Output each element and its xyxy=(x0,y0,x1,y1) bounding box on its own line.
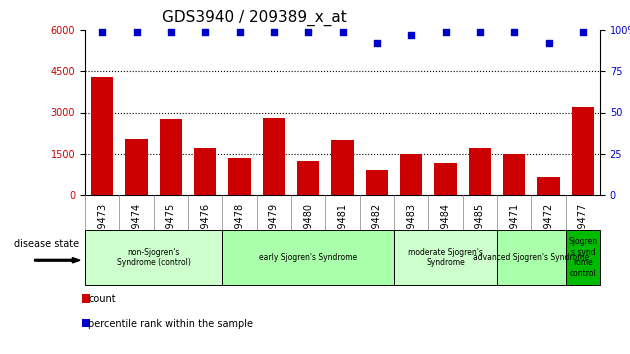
Text: non-Sjogren's
Syndrome (control): non-Sjogren's Syndrome (control) xyxy=(117,248,191,267)
Bar xyxy=(91,77,113,195)
Point xyxy=(578,29,588,34)
FancyBboxPatch shape xyxy=(497,230,566,285)
Bar xyxy=(297,161,319,195)
FancyBboxPatch shape xyxy=(394,230,497,285)
Bar xyxy=(365,170,388,195)
Bar xyxy=(263,118,285,195)
Point xyxy=(544,40,554,46)
Point xyxy=(132,29,142,34)
Bar xyxy=(159,119,182,195)
Point xyxy=(234,29,244,34)
Point xyxy=(509,29,519,34)
Bar xyxy=(537,177,559,195)
Bar xyxy=(503,154,525,195)
Point xyxy=(200,29,210,34)
Bar xyxy=(469,148,491,195)
Point xyxy=(97,29,107,34)
Point xyxy=(338,29,348,34)
Point xyxy=(303,29,313,34)
Bar xyxy=(125,139,147,195)
Point xyxy=(269,29,279,34)
Text: moderate Sjogren's
Syndrome: moderate Sjogren's Syndrome xyxy=(408,248,483,267)
Text: disease state: disease state xyxy=(14,239,79,249)
Text: count: count xyxy=(88,294,116,304)
FancyBboxPatch shape xyxy=(85,230,222,285)
FancyBboxPatch shape xyxy=(566,230,600,285)
Point xyxy=(166,29,176,34)
Point xyxy=(475,29,485,34)
FancyBboxPatch shape xyxy=(222,230,394,285)
Text: advanced Sjogren's Syndrome: advanced Sjogren's Syndrome xyxy=(473,253,590,262)
Bar xyxy=(194,148,216,195)
Bar xyxy=(434,164,457,195)
Point xyxy=(406,32,416,38)
Point xyxy=(372,40,382,46)
Bar xyxy=(571,107,594,195)
Bar xyxy=(228,158,251,195)
Bar xyxy=(400,154,422,195)
Point xyxy=(440,29,450,34)
Text: Sjogren
s synd
rome
control: Sjogren s synd rome control xyxy=(568,238,597,278)
Text: GDS3940 / 209389_x_at: GDS3940 / 209389_x_at xyxy=(163,10,347,27)
Text: early Sjogren's Syndrome: early Sjogren's Syndrome xyxy=(259,253,357,262)
Bar xyxy=(331,140,353,195)
Text: percentile rank within the sample: percentile rank within the sample xyxy=(88,319,253,329)
